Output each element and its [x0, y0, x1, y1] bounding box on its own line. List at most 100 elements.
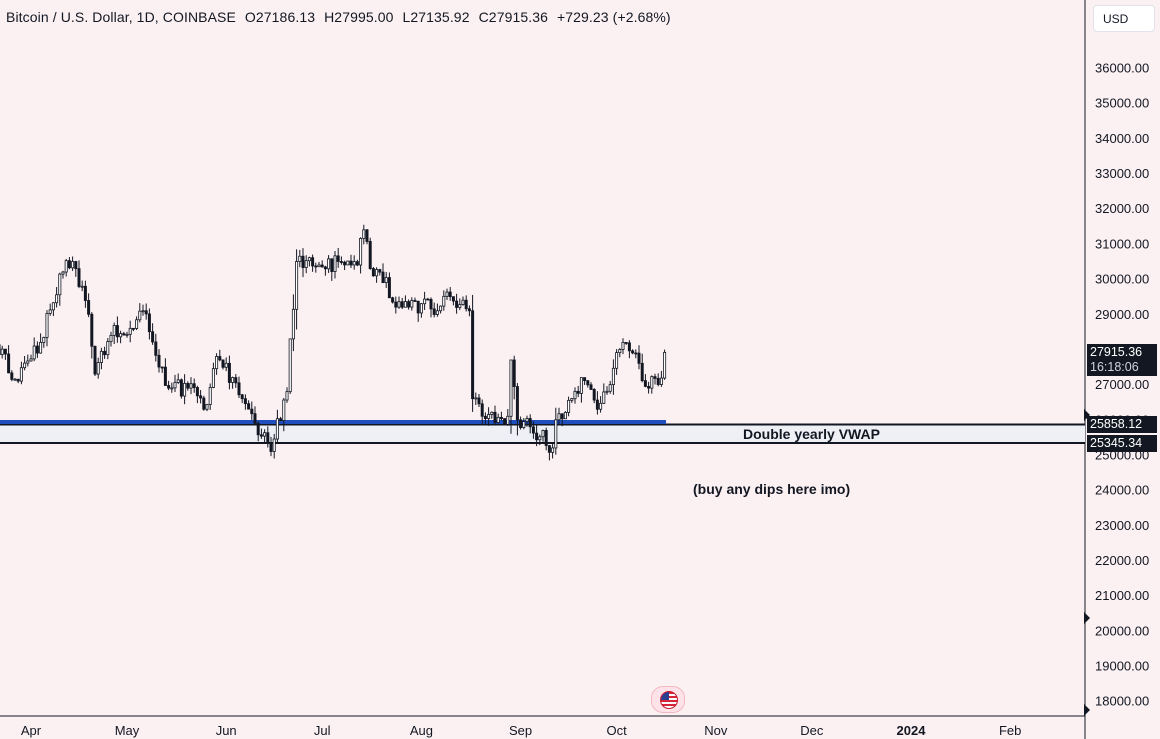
candle: [589, 382, 593, 390]
candle: [317, 261, 321, 268]
candle: [179, 378, 183, 399]
time-axis-label: Jun: [216, 723, 237, 738]
candle: [618, 348, 622, 358]
candle: [554, 407, 558, 455]
candle: [115, 316, 119, 343]
candle: [647, 381, 651, 394]
time-axis-label: Aug: [410, 723, 433, 738]
candle: [202, 395, 206, 411]
candle: [567, 396, 571, 417]
candle: [48, 303, 52, 316]
candle: [42, 336, 46, 348]
candle: [339, 256, 343, 265]
candle: [455, 293, 459, 314]
candle: [381, 263, 385, 284]
candle: [138, 303, 142, 323]
candle: [442, 290, 446, 311]
candle: [176, 373, 180, 384]
candle: [464, 295, 468, 312]
candle: [10, 370, 14, 382]
candle: [183, 374, 187, 405]
candle: [605, 386, 609, 395]
candle: [371, 266, 375, 277]
candle: [467, 305, 471, 317]
candle: [407, 299, 411, 310]
candle: [90, 312, 94, 359]
bar-countdown-tag: 16:18:06: [1087, 359, 1157, 376]
candle: [592, 388, 596, 404]
candle: [0, 345, 4, 359]
candle: [602, 383, 606, 405]
candle: [378, 268, 382, 276]
candle: [272, 433, 276, 459]
candle: [608, 380, 612, 394]
candle: [45, 310, 49, 347]
candle: [471, 294, 475, 412]
candle: [189, 377, 193, 395]
vwap-lower-tag: 25345.34: [1087, 435, 1157, 452]
candle: [375, 267, 379, 283]
candle: [16, 378, 20, 384]
candle: [231, 376, 235, 389]
candle: [167, 380, 171, 391]
candle: [205, 403, 209, 412]
candle: [243, 394, 247, 410]
candle: [96, 357, 100, 379]
candle: [480, 399, 484, 425]
candle: [323, 265, 327, 276]
legend-low: L27135.92: [402, 9, 470, 25]
price-axis-label: 32000.00: [1095, 201, 1149, 216]
candle: [279, 416, 283, 421]
candle: [237, 376, 241, 398]
candle: [563, 411, 567, 420]
candle: [77, 260, 81, 289]
candle: [487, 407, 491, 426]
economic-event-button[interactable]: [651, 686, 685, 713]
legend-close: C27915.36: [478, 9, 548, 25]
candle: [493, 405, 497, 426]
axis-scroll-markers: [1084, 409, 1090, 716]
candle: [528, 414, 532, 434]
candle: [221, 359, 225, 370]
price-axis-label: 24000.00: [1095, 483, 1149, 498]
candles: [0, 224, 667, 461]
symbol-legend: Bitcoin / U.S. Dollar, 1D, COINBASE O2718…: [6, 9, 680, 25]
currency-button[interactable]: USD: [1093, 5, 1155, 32]
candle: [304, 255, 308, 274]
price-axis[interactable]: 36000.00 35000.00 34000.00 33000.00 32000.00…: [1095, 61, 1149, 709]
candle: [215, 353, 219, 375]
candle: [355, 259, 359, 267]
price-axis-label: 19000.00: [1095, 659, 1149, 674]
candle: [240, 393, 244, 404]
candle: [330, 258, 334, 281]
candle: [93, 345, 97, 376]
candle: [314, 262, 318, 273]
candle: [298, 249, 302, 268]
candle: [195, 385, 199, 404]
candle: [439, 305, 443, 314]
candle: [509, 359, 513, 434]
candle: [634, 349, 638, 359]
candle: [256, 421, 260, 442]
candle: [224, 357, 228, 372]
candle: [35, 341, 39, 358]
candle: [285, 387, 289, 403]
time-axis-label: Nov: [704, 723, 728, 738]
candle: [119, 330, 123, 344]
candle: [275, 409, 279, 443]
candle: [29, 354, 33, 362]
candle: [410, 297, 414, 311]
last-price-tag: 27915.36: [1087, 344, 1157, 361]
vwap-label: Double yearly VWAP: [743, 426, 880, 442]
candle: [170, 382, 174, 393]
candle: [637, 345, 641, 370]
us-flag-icon: [660, 691, 678, 709]
candle: [154, 333, 158, 362]
candle: [435, 303, 439, 317]
price-axis-label: 27000.00: [1095, 377, 1149, 392]
candle: [576, 385, 580, 398]
candle: [282, 397, 286, 432]
symbol-title: Bitcoin / U.S. Dollar, 1D, COINBASE: [6, 9, 236, 25]
time-axis[interactable]: Apr May Jun Jul Aug Sep Oct Nov Dec 2024 Feb: [21, 723, 1022, 738]
